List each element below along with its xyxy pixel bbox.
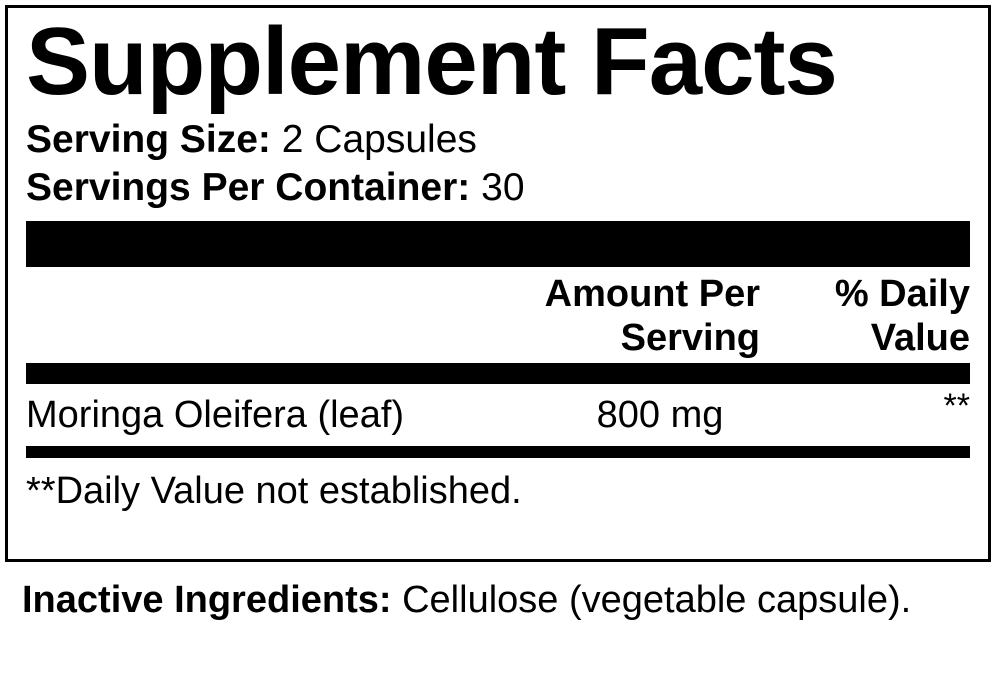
serving-size-value: 2 Capsules [281, 118, 477, 161]
column-header-row: Amount Per Serving % Daily Value [26, 267, 970, 363]
rule-medium-under-header [26, 363, 970, 384]
rule-thick-top [26, 221, 970, 267]
servings-per-container-label: Servings Per Container: [26, 166, 471, 209]
inactive-ingredients-label: Inactive Ingredients: [22, 579, 392, 621]
page-title: Supplement Facts [26, 8, 838, 115]
serving-size-label: Serving Size: [26, 118, 271, 161]
table-row: Moringa Oleifera (leaf) 800 mg ** [26, 384, 970, 446]
inactive-ingredients-value: Cellulose (vegetable capsule). [402, 579, 912, 621]
nutrient-name: Moringa Oleifera (leaf) [26, 394, 405, 436]
column-header-amount-per-serving: Amount Per Serving [544, 273, 760, 359]
supplement-facts-panel: Supplement Facts Serving Size: 2 Capsule… [5, 5, 991, 562]
serving-info: Serving Size: 2 Capsules Servings Per Co… [26, 116, 970, 212]
column-header-percent-daily-value: % Daily Value [834, 273, 970, 359]
nutrient-daily-value: ** [943, 387, 970, 425]
nutrient-amount: 800 mg [596, 394, 724, 436]
panel-inner: Supplement Facts Serving Size: 2 Capsule… [8, 8, 988, 559]
serving-size-line: Serving Size: 2 Capsules [26, 116, 970, 164]
servings-per-container-value: 30 [481, 166, 525, 209]
inactive-ingredients: Inactive Ingredients: Cellulose (vegetab… [22, 575, 962, 625]
footnote-daily-value: **Daily Value not established. [26, 470, 522, 512]
rule-thin-under-row [26, 446, 970, 458]
servings-per-container-line: Servings Per Container: 30 [26, 164, 970, 212]
